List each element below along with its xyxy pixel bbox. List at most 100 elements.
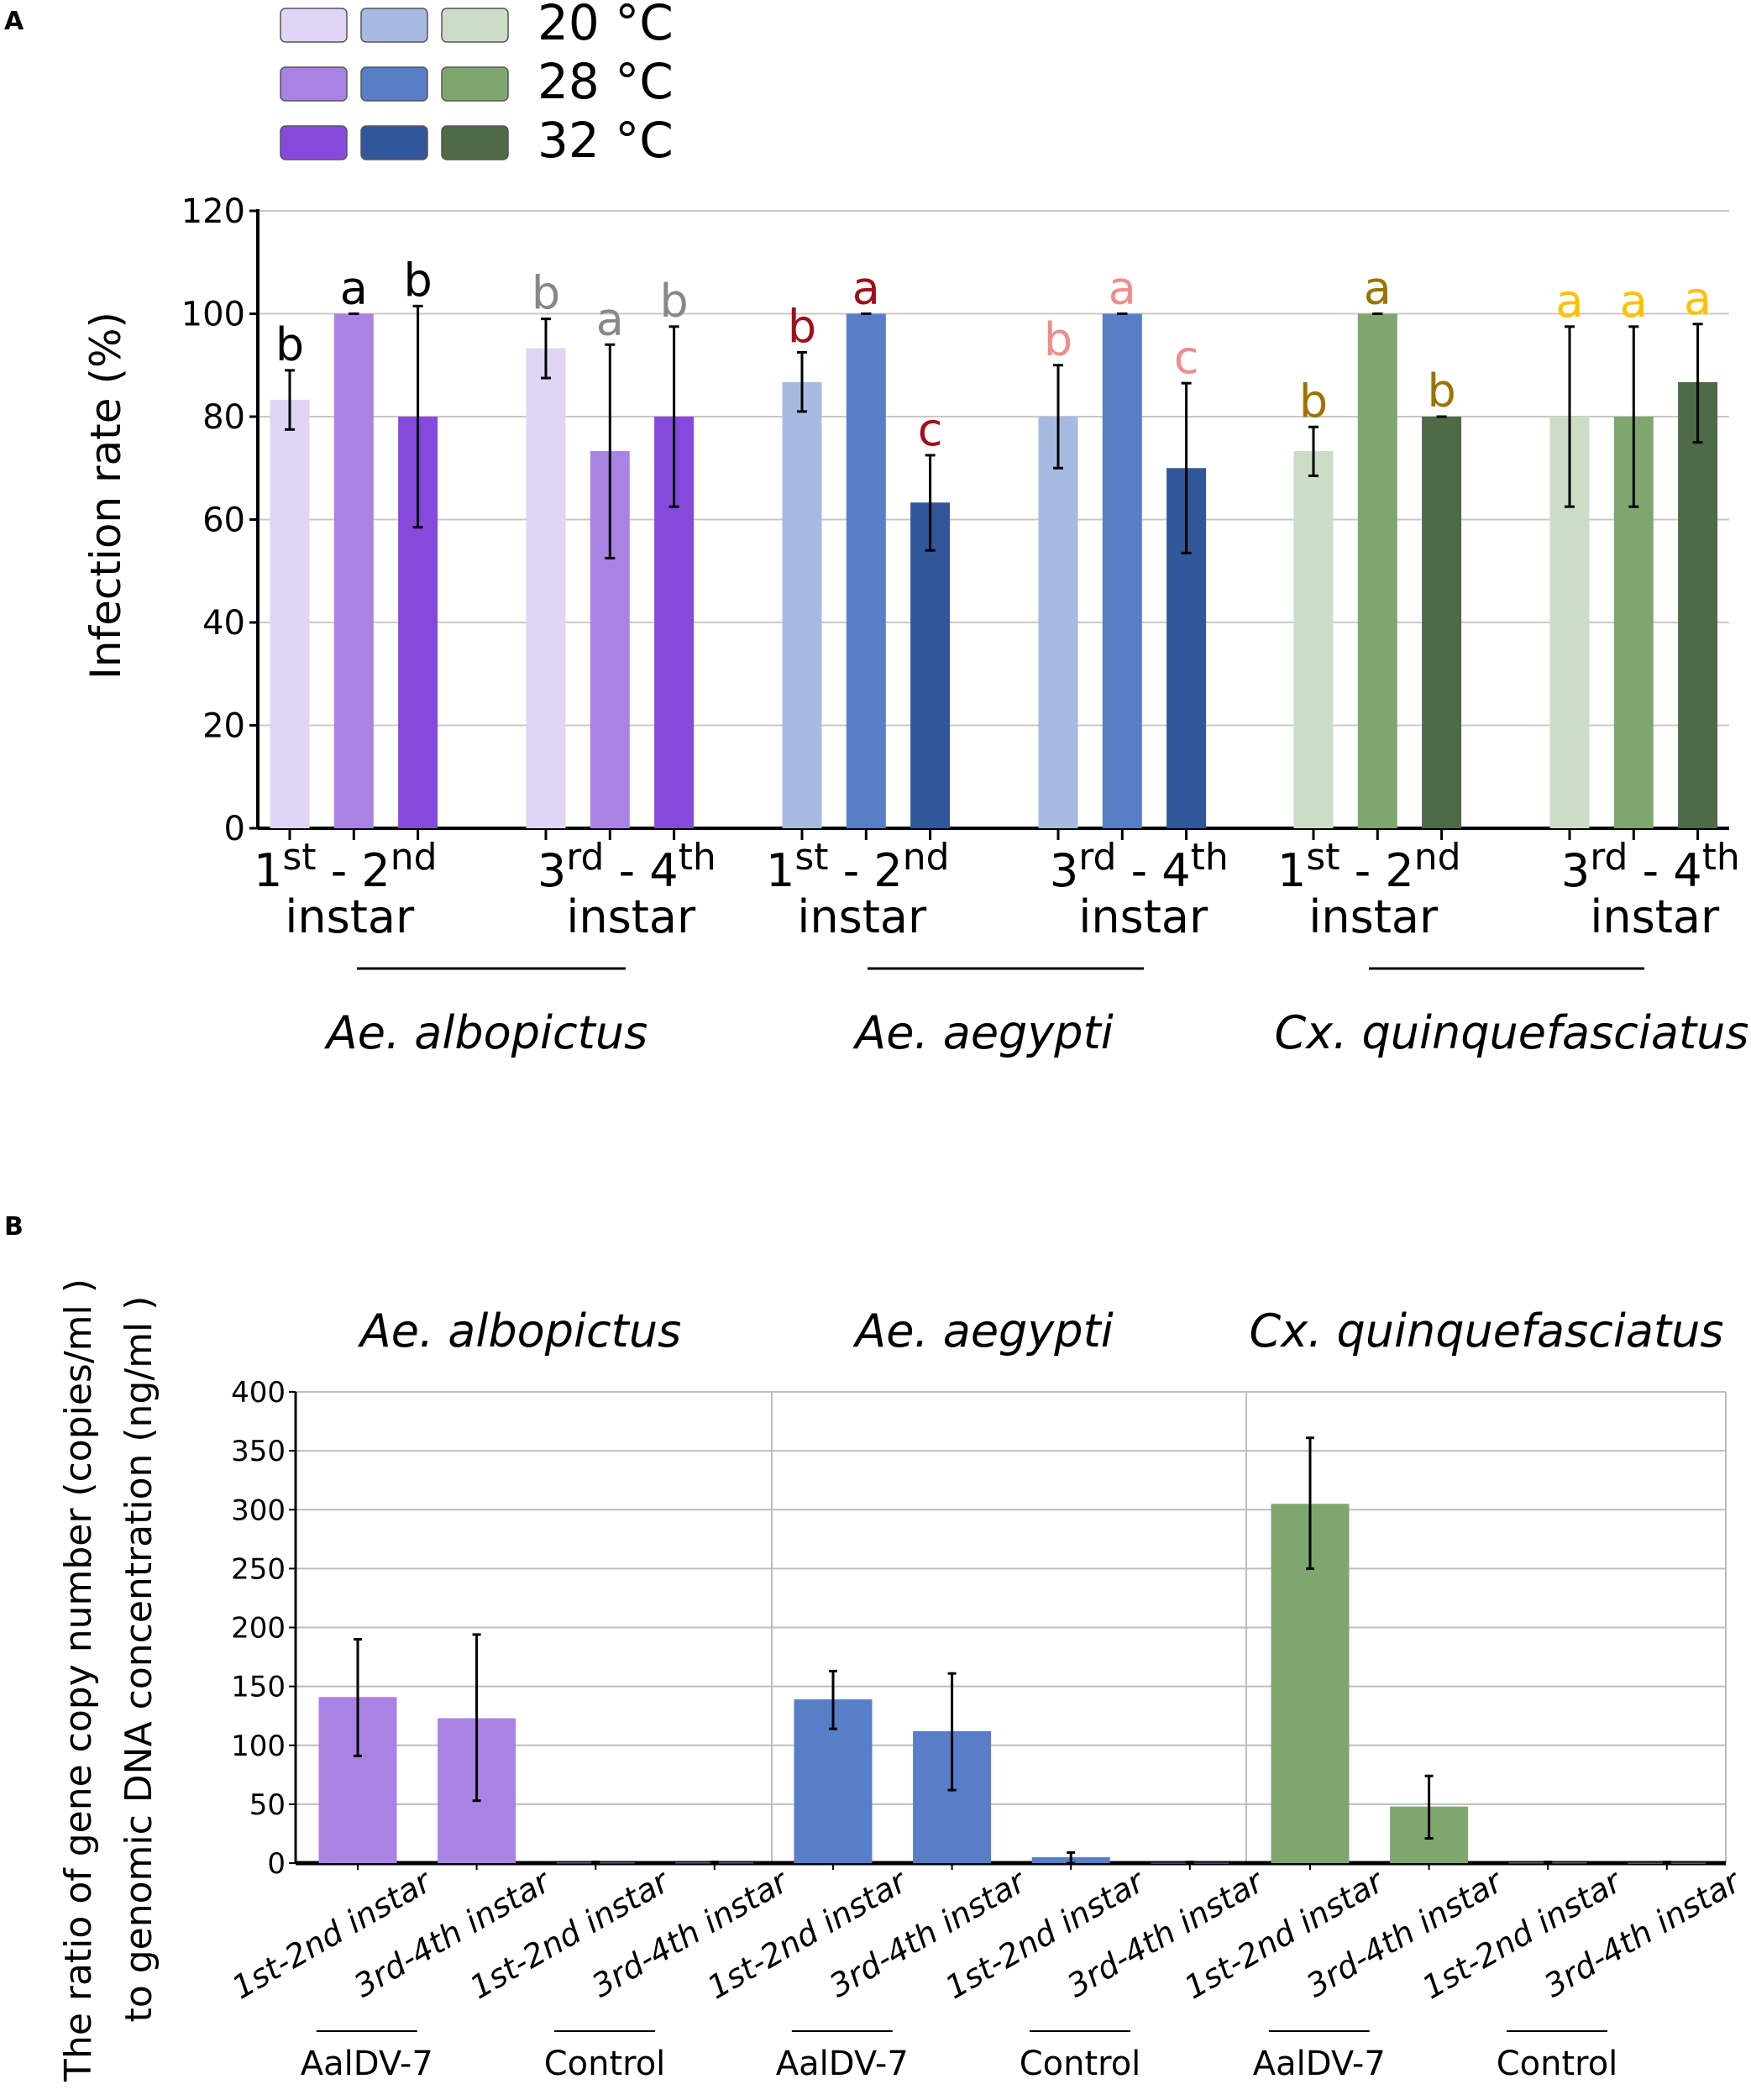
y-tick-label: 120 (181, 192, 245, 231)
y-axis-label: Infection rate (%) (81, 312, 130, 680)
y-tick-label: 0 (224, 810, 245, 848)
stage-number: - 2 (1340, 844, 1414, 897)
x-category-label: 3rd-4th instar (1538, 1862, 1748, 2005)
stage-number: 1 (254, 844, 282, 897)
stage-number: 3 (1050, 844, 1078, 897)
y-tick-label: 80 (202, 398, 245, 437)
y-tick-label: 300 (231, 1494, 286, 1527)
bar (1293, 451, 1334, 828)
legend-swatch (280, 125, 348, 160)
x-category-label: 3rd-4th instar (823, 1862, 1033, 2005)
bar (1102, 313, 1142, 828)
significance-letter: a (1684, 272, 1712, 325)
stage-number: 1 (766, 844, 794, 897)
y-tick-label: 50 (249, 1788, 286, 1822)
significance-letter: a (852, 262, 880, 315)
treatment-label: Control (1020, 2045, 1141, 2083)
treatment-label: AalDV-7 (1253, 2045, 1386, 2083)
stage-number: - 4 (1116, 844, 1190, 897)
y-tick-label: 250 (231, 1552, 286, 1586)
stage-suffix: st (282, 836, 316, 879)
significance-letter: b (532, 267, 560, 320)
significance-letter: a (1555, 275, 1583, 328)
significance-letter: b (1044, 313, 1072, 366)
species-label: Ae. albopictus (324, 1006, 647, 1059)
legend-label: 20 °C (537, 0, 674, 51)
significance-letter: b (275, 318, 304, 371)
species-series: Ae. albopictus 1st-2nd instar 3rd-4th inst… (226, 1305, 796, 2083)
legend-swatch (280, 66, 348, 102)
bar (270, 399, 310, 828)
x-category-label: 1st - 2nd (254, 836, 438, 897)
y-tick-label: 100 (181, 296, 245, 334)
y-tick-label: 150 (231, 1671, 286, 1704)
stage-number: 3 (1561, 844, 1590, 897)
x-category-instar: instar (285, 890, 415, 943)
x-category-instar: instar (566, 890, 696, 943)
x-category-label: 3rd - 4th (537, 836, 716, 897)
species-label: Ae. aegypti (852, 1006, 1114, 1059)
significance-letter: b (1299, 375, 1328, 428)
x-category-label: 3rd - 4th (1561, 836, 1740, 897)
x-category-label: 3rd-4th instar (1300, 1862, 1510, 2005)
x-category-label: 1st-2nd instar (1178, 1862, 1392, 2007)
bar (1357, 313, 1397, 828)
x-category-label: 1st-2nd instar (701, 1862, 915, 2007)
panel-label-b: B (4, 1212, 24, 1242)
legend-swatch (360, 8, 428, 43)
x-category-instar: instar (1590, 890, 1720, 943)
x-category-label: 1st - 2nd (1277, 836, 1461, 897)
significance-letter: c (1174, 331, 1199, 384)
stage-suffix: rd (1078, 836, 1116, 879)
significance-letter: a (596, 292, 624, 345)
y-tick-label: 350 (231, 1435, 286, 1468)
stage-suffix: rd (1590, 836, 1628, 879)
bar (333, 313, 374, 828)
stage-suffix: nd (1414, 836, 1461, 879)
stage-suffix: st (1306, 836, 1339, 879)
y-tick-label: 200 (231, 1612, 286, 1646)
legend-label: 32 °C (537, 112, 674, 169)
treatment-label: AalDV-7 (776, 2045, 909, 2083)
stage-number: - 2 (829, 844, 903, 897)
x-category-instar: instar (1078, 890, 1208, 943)
stage-suffix: th (679, 836, 716, 879)
legend-swatch (360, 66, 428, 102)
legend-swatch (280, 8, 348, 43)
bar (1678, 381, 1718, 828)
legend: 20 °C28 °C32 °C (280, 0, 674, 169)
species-label: Cx. quinquefasciatus (1275, 1006, 1749, 1059)
stage-suffix: rd (566, 836, 604, 879)
legend-swatch (441, 66, 509, 102)
species-label: Ae. aegypti (852, 1305, 1114, 1357)
species-label: Ae. albopictus (358, 1305, 681, 1357)
bar (526, 348, 566, 829)
significance-letter: b (1427, 365, 1455, 417)
y-tick-label: 400 (231, 1376, 286, 1410)
x-category-instar: instar (1308, 890, 1439, 943)
stage-suffix: th (1191, 836, 1229, 879)
y-axis-label-line2: to genomic DNA concentration (ng/ml ) (118, 1296, 160, 2023)
significance-letter: a (1109, 262, 1136, 315)
significance-letter: b (659, 275, 688, 328)
legend-swatch (441, 125, 509, 160)
x-category-label: 1st-2nd instar (226, 1862, 439, 2007)
stage-number: 1 (1277, 844, 1306, 897)
stage-suffix: nd (903, 836, 950, 879)
bar (910, 502, 951, 828)
y-tick-label: 0 (267, 1847, 286, 1881)
bar (1038, 417, 1078, 828)
bar (1422, 417, 1462, 828)
significance-letter: b (788, 300, 816, 353)
legend-label: 28 °C (537, 53, 674, 110)
y-tick-label: 100 (231, 1730, 286, 1763)
stage-suffix: nd (391, 836, 438, 879)
bar (846, 313, 886, 828)
x-category-label: 3rd-4th instar (585, 1862, 795, 2005)
